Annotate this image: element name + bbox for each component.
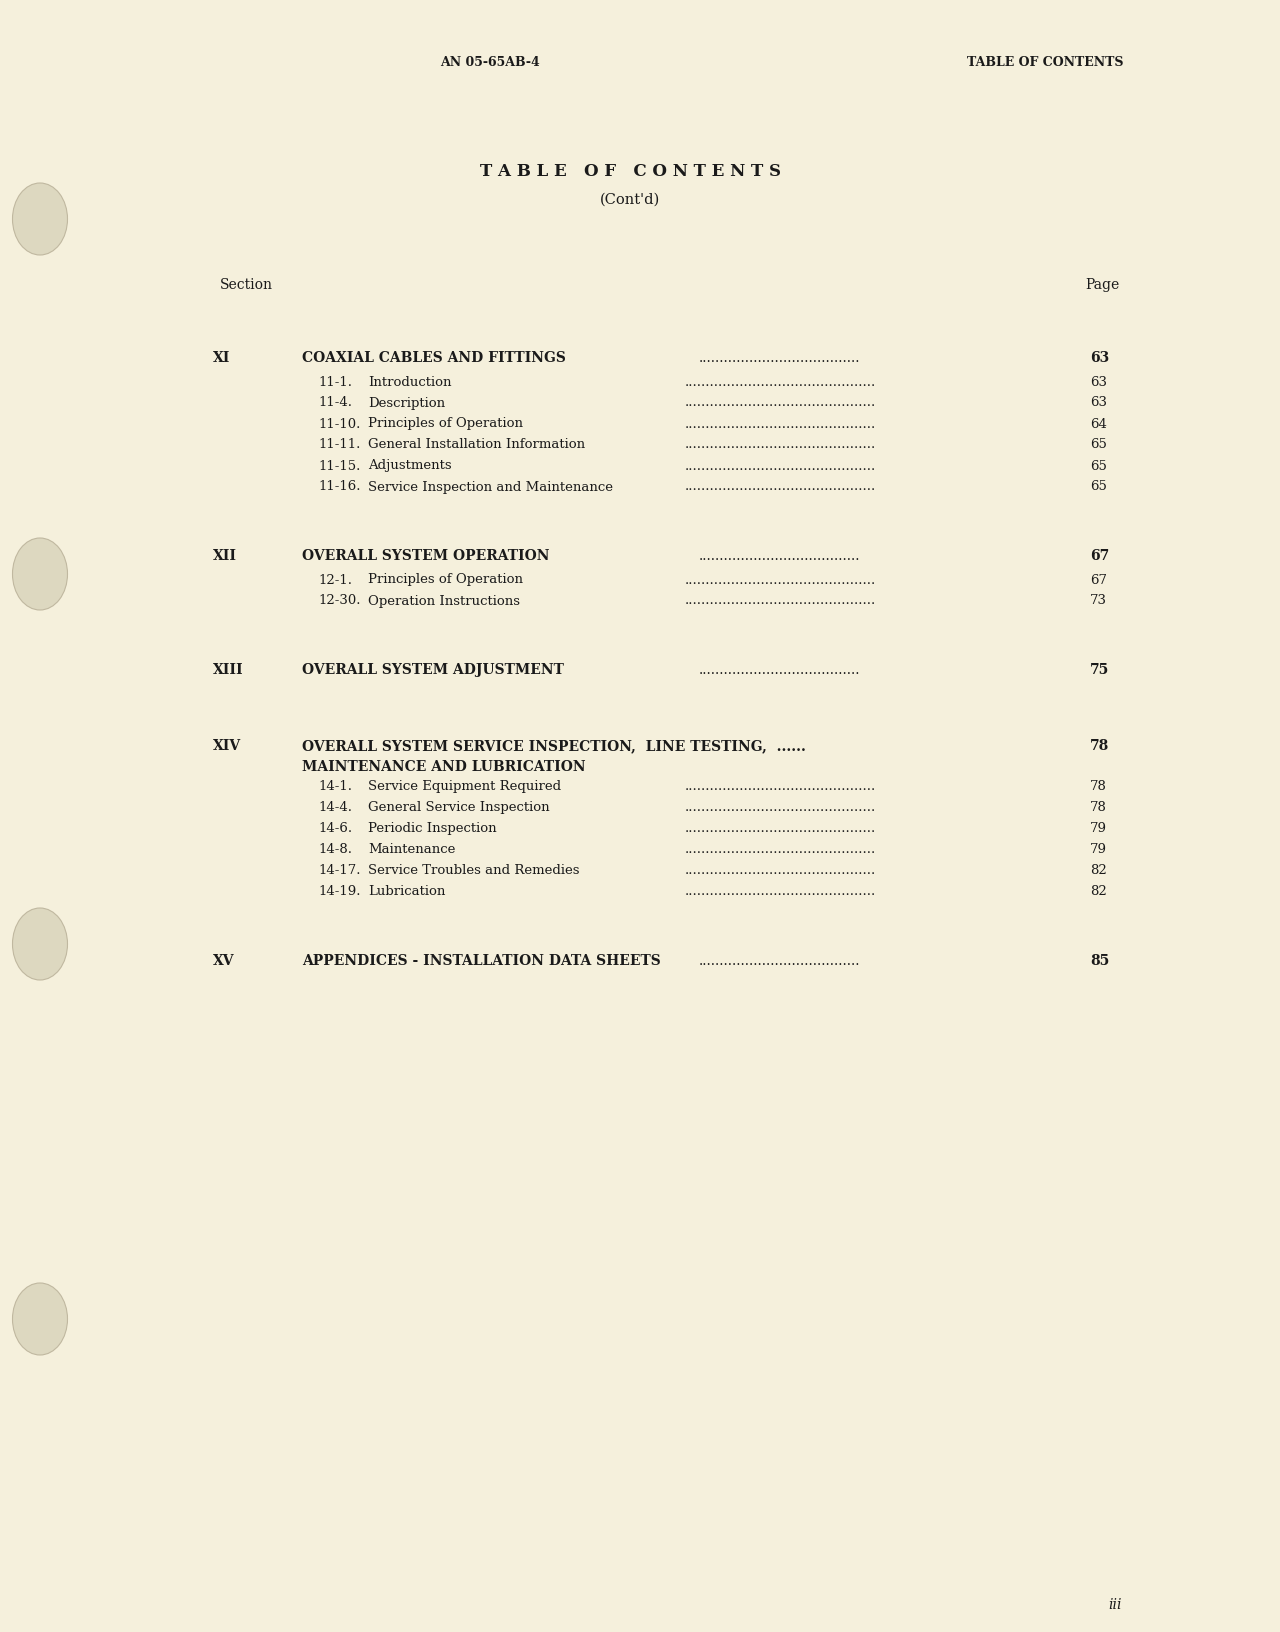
Text: 14-17.: 14-17. xyxy=(317,863,361,876)
Text: 82: 82 xyxy=(1091,885,1107,898)
Text: TABLE OF CONTENTS: TABLE OF CONTENTS xyxy=(966,57,1124,70)
Text: (Cont'd): (Cont'd) xyxy=(600,193,660,207)
Text: T A B L E   O F   C O N T E N T S: T A B L E O F C O N T E N T S xyxy=(480,163,781,181)
Text: XV: XV xyxy=(212,953,234,968)
Text: 79: 79 xyxy=(1091,844,1107,855)
Text: 14-6.: 14-6. xyxy=(317,823,352,836)
Text: AN 05-65AB-4: AN 05-65AB-4 xyxy=(440,57,540,70)
Text: MAINTENANCE AND LUBRICATION: MAINTENANCE AND LUBRICATION xyxy=(302,759,586,774)
Text: .............................................: ........................................… xyxy=(685,573,876,586)
Text: .............................................: ........................................… xyxy=(685,480,876,493)
Text: Service Inspection and Maintenance: Service Inspection and Maintenance xyxy=(369,480,613,493)
Text: .............................................: ........................................… xyxy=(685,439,876,450)
Text: Operation Instructions: Operation Instructions xyxy=(369,594,520,607)
Ellipse shape xyxy=(13,1283,68,1355)
Text: Service Equipment Required: Service Equipment Required xyxy=(369,780,561,793)
Text: .............................................: ........................................… xyxy=(685,863,876,876)
Text: 11-15.: 11-15. xyxy=(317,459,361,472)
Text: 65: 65 xyxy=(1091,459,1107,472)
Text: Section: Section xyxy=(220,277,273,292)
Text: Maintenance: Maintenance xyxy=(369,844,456,855)
Text: 11-10.: 11-10. xyxy=(317,418,361,431)
Ellipse shape xyxy=(13,539,68,610)
Text: 63: 63 xyxy=(1091,375,1107,388)
Text: 63: 63 xyxy=(1091,351,1110,366)
Text: .............................................: ........................................… xyxy=(685,397,876,410)
Text: .............................................: ........................................… xyxy=(685,885,876,898)
Text: 64: 64 xyxy=(1091,418,1107,431)
Text: 75: 75 xyxy=(1091,663,1110,677)
Text: 79: 79 xyxy=(1091,823,1107,836)
Text: XII: XII xyxy=(212,548,237,563)
Text: General Installation Information: General Installation Information xyxy=(369,439,585,450)
Ellipse shape xyxy=(13,909,68,981)
Text: 65: 65 xyxy=(1091,439,1107,450)
Text: 12-30.: 12-30. xyxy=(317,594,361,607)
Text: OVERALL SYSTEM SERVICE INSPECTION,  LINE TESTING,  ......: OVERALL SYSTEM SERVICE INSPECTION, LINE … xyxy=(302,739,806,752)
Text: XIV: XIV xyxy=(212,739,241,752)
Text: ......................................: ...................................... xyxy=(699,351,860,366)
Text: 65: 65 xyxy=(1091,480,1107,493)
Text: 63: 63 xyxy=(1091,397,1107,410)
Text: ......................................: ...................................... xyxy=(699,953,860,968)
Text: Periodic Inspection: Periodic Inspection xyxy=(369,823,497,836)
Text: .............................................: ........................................… xyxy=(685,801,876,814)
Text: 85: 85 xyxy=(1091,953,1110,968)
Text: 67: 67 xyxy=(1091,573,1107,586)
Text: General Service Inspection: General Service Inspection xyxy=(369,801,549,814)
Text: iii: iii xyxy=(1108,1598,1121,1611)
Text: 11-11.: 11-11. xyxy=(317,439,361,450)
Text: .............................................: ........................................… xyxy=(685,418,876,431)
Text: 14-19.: 14-19. xyxy=(317,885,361,898)
Text: Principles of Operation: Principles of Operation xyxy=(369,573,524,586)
Text: 14-8.: 14-8. xyxy=(317,844,352,855)
Text: 14-1.: 14-1. xyxy=(317,780,352,793)
Text: 11-1.: 11-1. xyxy=(317,375,352,388)
Text: Principles of Operation: Principles of Operation xyxy=(369,418,524,431)
Text: 11-16.: 11-16. xyxy=(317,480,361,493)
Text: Description: Description xyxy=(369,397,445,410)
Text: ......................................: ...................................... xyxy=(699,548,860,563)
Text: 67: 67 xyxy=(1091,548,1110,563)
Text: .............................................: ........................................… xyxy=(685,844,876,855)
Text: .............................................: ........................................… xyxy=(685,780,876,793)
Text: 11-4.: 11-4. xyxy=(317,397,352,410)
Text: 12-1.: 12-1. xyxy=(317,573,352,586)
Text: Lubrication: Lubrication xyxy=(369,885,445,898)
Text: COAXIAL CABLES AND FITTINGS: COAXIAL CABLES AND FITTINGS xyxy=(302,351,566,366)
Text: .............................................: ........................................… xyxy=(685,594,876,607)
Text: APPENDICES - INSTALLATION DATA SHEETS: APPENDICES - INSTALLATION DATA SHEETS xyxy=(302,953,660,968)
Text: .............................................: ........................................… xyxy=(685,375,876,388)
Text: XIII: XIII xyxy=(212,663,243,677)
Text: Introduction: Introduction xyxy=(369,375,452,388)
Text: Adjustments: Adjustments xyxy=(369,459,452,472)
Text: 78: 78 xyxy=(1091,780,1107,793)
Text: 78: 78 xyxy=(1091,739,1110,752)
Text: OVERALL SYSTEM OPERATION: OVERALL SYSTEM OPERATION xyxy=(302,548,549,563)
Text: .............................................: ........................................… xyxy=(685,459,876,472)
Text: Service Troubles and Remedies: Service Troubles and Remedies xyxy=(369,863,580,876)
Ellipse shape xyxy=(13,184,68,256)
Text: 78: 78 xyxy=(1091,801,1107,814)
Text: 73: 73 xyxy=(1091,594,1107,607)
Text: 82: 82 xyxy=(1091,863,1107,876)
Text: XI: XI xyxy=(212,351,230,366)
Text: .............................................: ........................................… xyxy=(685,823,876,836)
Text: ......................................: ...................................... xyxy=(699,663,860,677)
Text: Page: Page xyxy=(1085,277,1119,292)
Text: OVERALL SYSTEM ADJUSTMENT: OVERALL SYSTEM ADJUSTMENT xyxy=(302,663,564,677)
Text: 14-4.: 14-4. xyxy=(317,801,352,814)
